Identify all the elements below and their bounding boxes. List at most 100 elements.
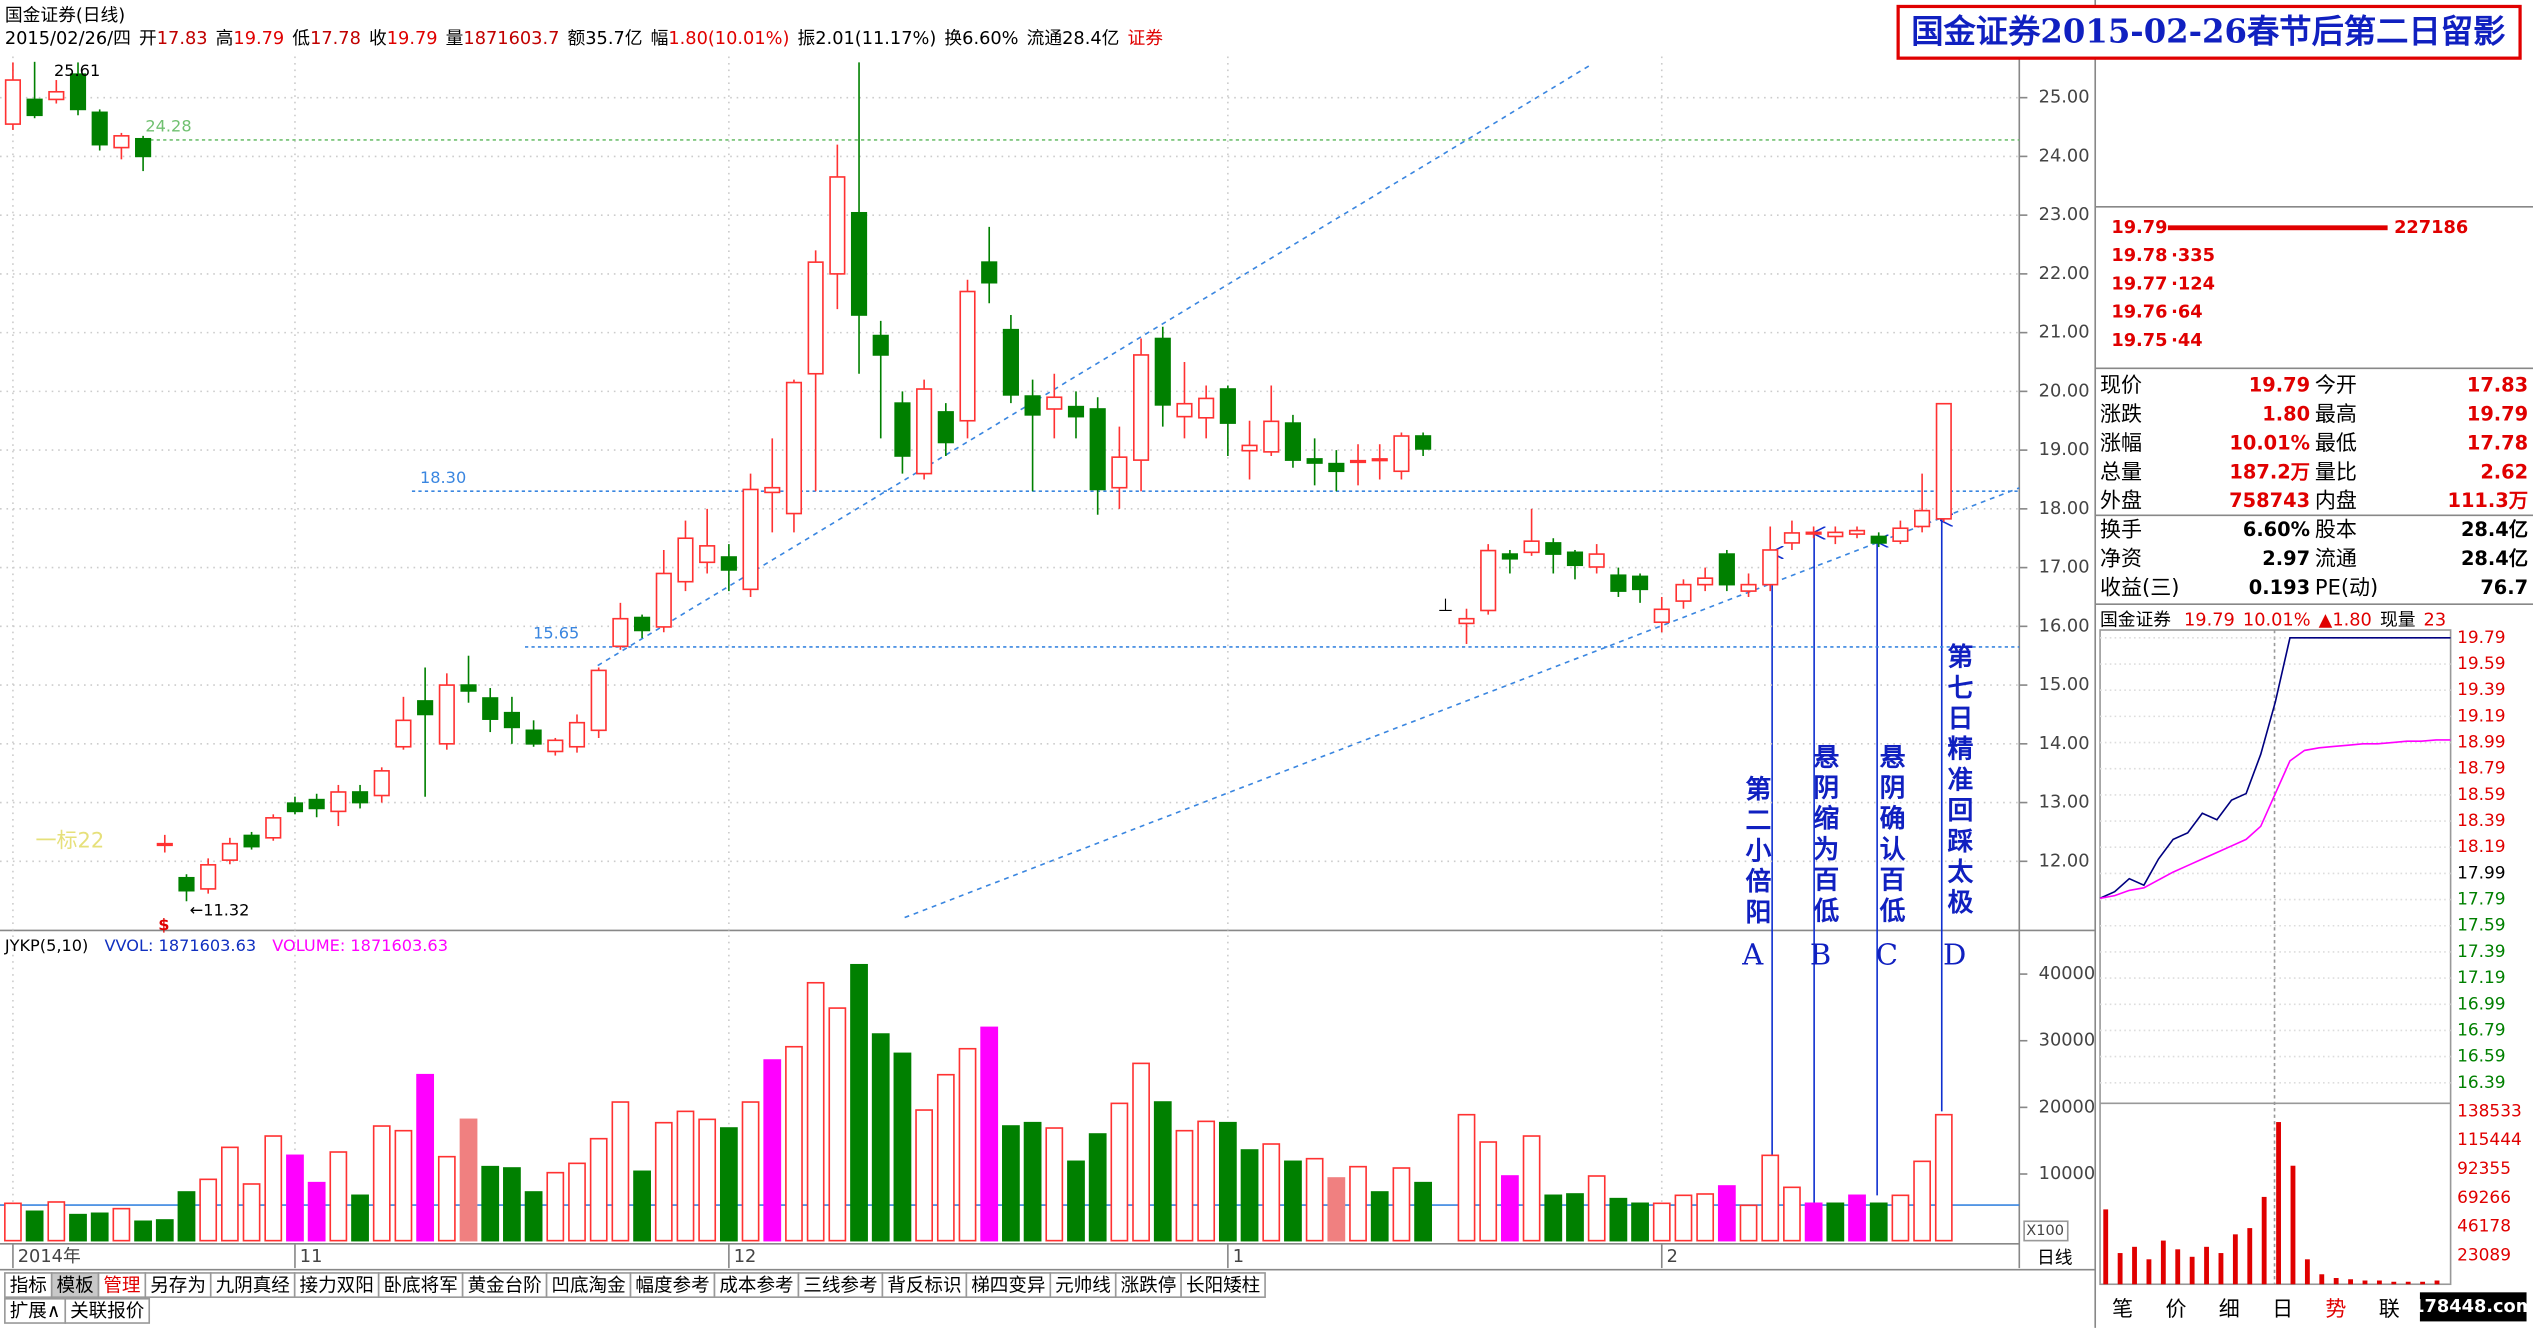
volume-bar (1696, 1193, 1715, 1242)
mini-vol-bar (2204, 1246, 2209, 1285)
y-tick-label: 16.00 (2039, 616, 2090, 636)
volume-bar (1262, 1143, 1281, 1242)
tab-label[interactable]: 涨跌停 (1121, 1275, 1177, 1296)
tab[interactable] (97, 1272, 147, 1298)
candle-body (1154, 337, 1171, 406)
volume-bar (307, 1181, 326, 1242)
quote-value: 19.79 (2249, 374, 2310, 397)
header-item: 额35.7亿 (568, 28, 643, 49)
side-tab[interactable]: 日 (2272, 1297, 2293, 1321)
period-label: 日线 (2037, 1247, 2073, 1268)
side-tab[interactable]: 价 (2165, 1297, 2186, 1321)
tab-label[interactable]: 幅度参考 (635, 1275, 709, 1296)
volume-bar (69, 1213, 87, 1242)
side-tab[interactable]: 细 (2219, 1297, 2240, 1321)
volume-bar (676, 1110, 695, 1242)
tab[interactable] (1114, 1272, 1182, 1298)
volume-bar (351, 1194, 369, 1242)
volume-bar (611, 1101, 630, 1242)
volume-bar (1457, 1113, 1476, 1242)
tab[interactable] (713, 1272, 800, 1298)
tab-label[interactable]: 管理 (103, 1275, 140, 1296)
tab-label[interactable]: 另存为 (150, 1275, 206, 1296)
candle-body (1675, 583, 1692, 602)
volume-bar (589, 1137, 608, 1242)
volume-bar (1501, 1175, 1519, 1242)
candle-body (1198, 397, 1215, 419)
y-tick-label: 13.00 (2039, 793, 2090, 813)
ob-price: 19.77 (2111, 274, 2167, 294)
tab-label[interactable]: 背反标识 (887, 1275, 961, 1296)
tab[interactable] (64, 1297, 151, 1324)
signal-text: 第七日精准回踩太极 (1943, 642, 1973, 919)
side-tab[interactable]: 势 (2325, 1297, 2346, 1321)
tab[interactable] (4, 1272, 53, 1298)
header-item: 1871603.7 (463, 29, 559, 49)
candle-body (1480, 549, 1497, 612)
candle-body (1111, 456, 1128, 489)
tab-label[interactable]: 凹底淘金 (551, 1275, 626, 1296)
tab-label[interactable]: 九阴真经 (216, 1275, 290, 1296)
volume-bar (1934, 1113, 1953, 1242)
y-tick-label: 30000 (2039, 1031, 2095, 1051)
side-tab[interactable]: 联 (2379, 1297, 2400, 1321)
mini-line (2099, 637, 2451, 900)
tab-label[interactable]: 模板 (57, 1275, 94, 1296)
quote-label: 现价 (2100, 373, 2142, 397)
volume-bar (329, 1151, 348, 1242)
mini-tick-label: 17.59 (2457, 915, 2506, 935)
mini-vol-bar (2319, 1274, 2325, 1285)
mini-tick-label: 17.19 (2457, 967, 2506, 987)
quote-value: 28.4亿 (2461, 518, 2528, 541)
candle-body (1501, 553, 1518, 560)
mini-tick-label: 17.79 (2457, 889, 2506, 909)
tab[interactable] (1049, 1272, 1117, 1298)
side-tab[interactable]: 笔 (2112, 1297, 2133, 1321)
tab-label[interactable]: 接力双阳 (300, 1275, 374, 1296)
tab[interactable] (545, 1272, 632, 1298)
ob-price: 19.79 (2111, 218, 2167, 238)
candle-body (1935, 402, 1952, 520)
tab-label[interactable]: 长阳矮柱 (1186, 1275, 1260, 1296)
candle-body (1067, 405, 1085, 418)
mini-tick-label: 18.79 (2457, 758, 2506, 778)
quote-value: 0.193 (2249, 576, 2310, 599)
tab[interactable] (629, 1272, 716, 1298)
tab-label[interactable]: 梯四变异 (971, 1275, 1045, 1296)
mini-vol-bar (2304, 1259, 2310, 1285)
tab[interactable] (965, 1272, 1052, 1298)
volume-bar (47, 1201, 66, 1242)
tab-label[interactable]: 卧底将军 (384, 1275, 458, 1296)
tab[interactable] (4, 1297, 67, 1324)
volume-bar (980, 1026, 999, 1242)
tab[interactable] (1180, 1272, 1266, 1298)
volume-bar (264, 1135, 283, 1242)
volume-bar (481, 1165, 500, 1242)
tab-label[interactable]: 黄金台阶 (467, 1275, 541, 1296)
candle-body (482, 697, 499, 720)
tab[interactable] (209, 1272, 296, 1298)
tab-label[interactable]: 三线参考 (803, 1275, 877, 1296)
quote-value: 758743 (2229, 489, 2310, 512)
tab[interactable] (377, 1272, 464, 1298)
candle-body (26, 98, 43, 117)
title-box-text: 国金证券2015-02-26春节后第二日留影 (1911, 12, 2505, 50)
tab-label[interactable]: 关联报价 (70, 1301, 144, 1322)
tab[interactable] (461, 1272, 548, 1298)
tab-label[interactable]: 成本参考 (719, 1275, 793, 1296)
tab-label[interactable]: 指标 (10, 1275, 47, 1296)
tab[interactable] (50, 1272, 100, 1298)
mini-tick-label: 16.39 (2457, 1072, 2506, 1092)
tab-label[interactable]: 扩展∧ (10, 1301, 61, 1322)
y-tick-label: 12.00 (2039, 851, 2090, 871)
mini-tick-label: 19.59 (2457, 653, 2506, 673)
candle-body (135, 137, 152, 158)
mini-vol-bar (2333, 1278, 2339, 1285)
tab[interactable] (144, 1272, 212, 1298)
volume-bar (394, 1129, 413, 1242)
candle-body (1002, 328, 1019, 396)
tab-label[interactable]: 元帅线 (1055, 1275, 1111, 1296)
header-item: 19.79 (387, 29, 438, 49)
